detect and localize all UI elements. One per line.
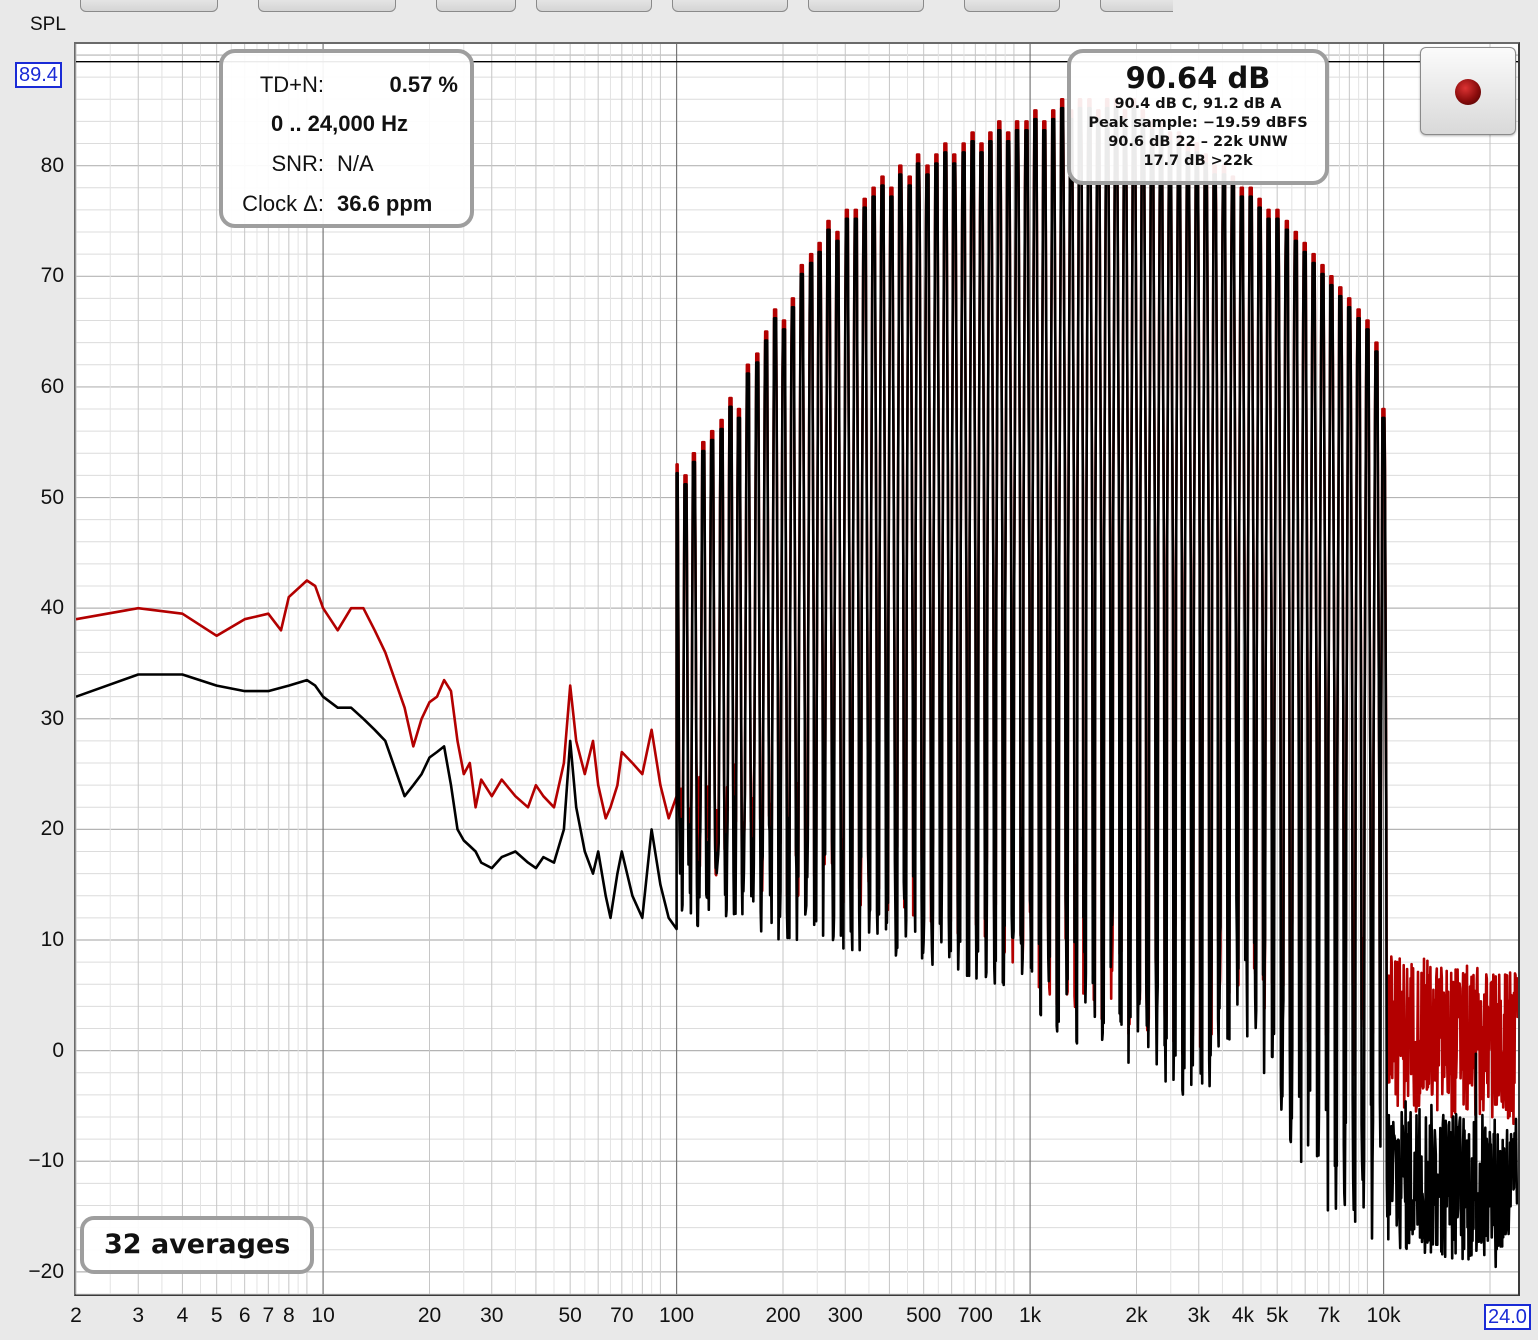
y-tick-label: 40 xyxy=(40,596,64,620)
level-unweighted: 90.6 dB 22 – 22k UNW xyxy=(1108,134,1288,150)
averages-panel: 32 averages xyxy=(80,1216,314,1274)
x-tick-label: 10k xyxy=(1366,1304,1401,1327)
y-tick-label: −20 xyxy=(28,1259,64,1283)
x-tick-label: 2k xyxy=(1125,1304,1148,1327)
right-value-box[interactable]: 24.0 xyxy=(1484,1304,1531,1330)
tdn-value: 0.57 % xyxy=(389,72,459,97)
x-tick-label: 200 xyxy=(765,1304,801,1327)
x-tick-label: 100 xyxy=(659,1304,695,1327)
x-tick-label: 500 xyxy=(906,1304,942,1327)
y-tick-label: 20 xyxy=(40,817,64,841)
x-tick-label: 8 xyxy=(282,1304,295,1327)
frequency-range: 0 .. 24,000 Hz xyxy=(271,111,408,136)
toolbar-button-2[interactable] xyxy=(258,0,396,12)
y-tick-label: 70 xyxy=(40,264,64,288)
x-tick-label: 700 xyxy=(957,1304,993,1327)
x-tick-label: 300 xyxy=(827,1304,863,1327)
level-main: 90.64 dB xyxy=(1125,61,1271,95)
x-tick-label: 3 xyxy=(132,1304,145,1327)
averages-label: 32 averages xyxy=(104,1229,291,1260)
level-peak-sample: Peak sample: −19.59 dBFS xyxy=(1088,115,1308,131)
record-button[interactable] xyxy=(1420,47,1516,135)
tdn-panel: TD+N: 0.57 % 0 .. 24,000 Hz SNR: N/A Clo… xyxy=(219,49,474,228)
level-above-22k: 17.7 dB >22k xyxy=(1143,153,1253,169)
record-icon xyxy=(1455,79,1481,105)
x-tick-label: 6 xyxy=(238,1304,251,1327)
x-tick-label: 30 xyxy=(480,1304,504,1327)
toolbar-button-7[interactable] xyxy=(964,0,1060,12)
x-tick-label: 10 xyxy=(311,1304,335,1327)
plot-traces xyxy=(76,98,1518,1269)
x-tick-label: 70 xyxy=(610,1304,634,1327)
x-tick-label: 20 xyxy=(417,1304,442,1327)
y-tick-label: 50 xyxy=(40,485,64,509)
level-panel: 90.64 dB 90.4 dB C, 91.2 dB A Peak sampl… xyxy=(1067,49,1329,185)
x-tick-label: 5k xyxy=(1266,1304,1289,1327)
tdn-label: TD+N: xyxy=(259,72,324,97)
series-line-black xyxy=(76,106,1518,1269)
x-tick-label: 50 xyxy=(558,1304,582,1327)
x-tick-label: 7 xyxy=(262,1304,275,1327)
x-tick-label: 4k xyxy=(1231,1304,1254,1327)
x-tick-label: 5 xyxy=(210,1304,223,1327)
x-tick-label: 3k xyxy=(1187,1304,1210,1327)
snr-value: N/A xyxy=(337,151,374,176)
x-tick-label: 1k xyxy=(1018,1304,1042,1327)
y-tick-label: 60 xyxy=(40,374,64,398)
toolbar-button-3[interactable] xyxy=(436,0,516,12)
level-weighted: 90.4 dB C, 91.2 dB A xyxy=(1114,96,1282,112)
y-tick-label: 30 xyxy=(40,706,64,730)
clock-value: 36.6 ppm xyxy=(337,191,433,216)
toolbar-button-6[interactable] xyxy=(808,0,924,12)
toolbar-button-4[interactable] xyxy=(536,0,652,12)
snr-label: SNR: xyxy=(271,151,324,176)
y-tick-label: 0 xyxy=(52,1038,64,1062)
y-tick-label: −10 xyxy=(28,1149,64,1173)
y-tick-label: 10 xyxy=(40,928,64,952)
y-tick-label: 80 xyxy=(40,153,64,177)
toolbar-button-1[interactable] xyxy=(80,0,218,12)
clock-label: Clock Δ: xyxy=(242,191,324,216)
top-value-box[interactable]: 89.4 xyxy=(15,62,62,88)
x-tick-label: 7k xyxy=(1317,1304,1340,1327)
y-axis-title: SPL xyxy=(30,14,66,35)
x-tick-label: 2 xyxy=(70,1304,82,1327)
toolbar-button-8[interactable] xyxy=(1100,0,1173,12)
toolbar-button-5[interactable] xyxy=(672,0,788,12)
x-tick-label: 4 xyxy=(176,1304,189,1327)
